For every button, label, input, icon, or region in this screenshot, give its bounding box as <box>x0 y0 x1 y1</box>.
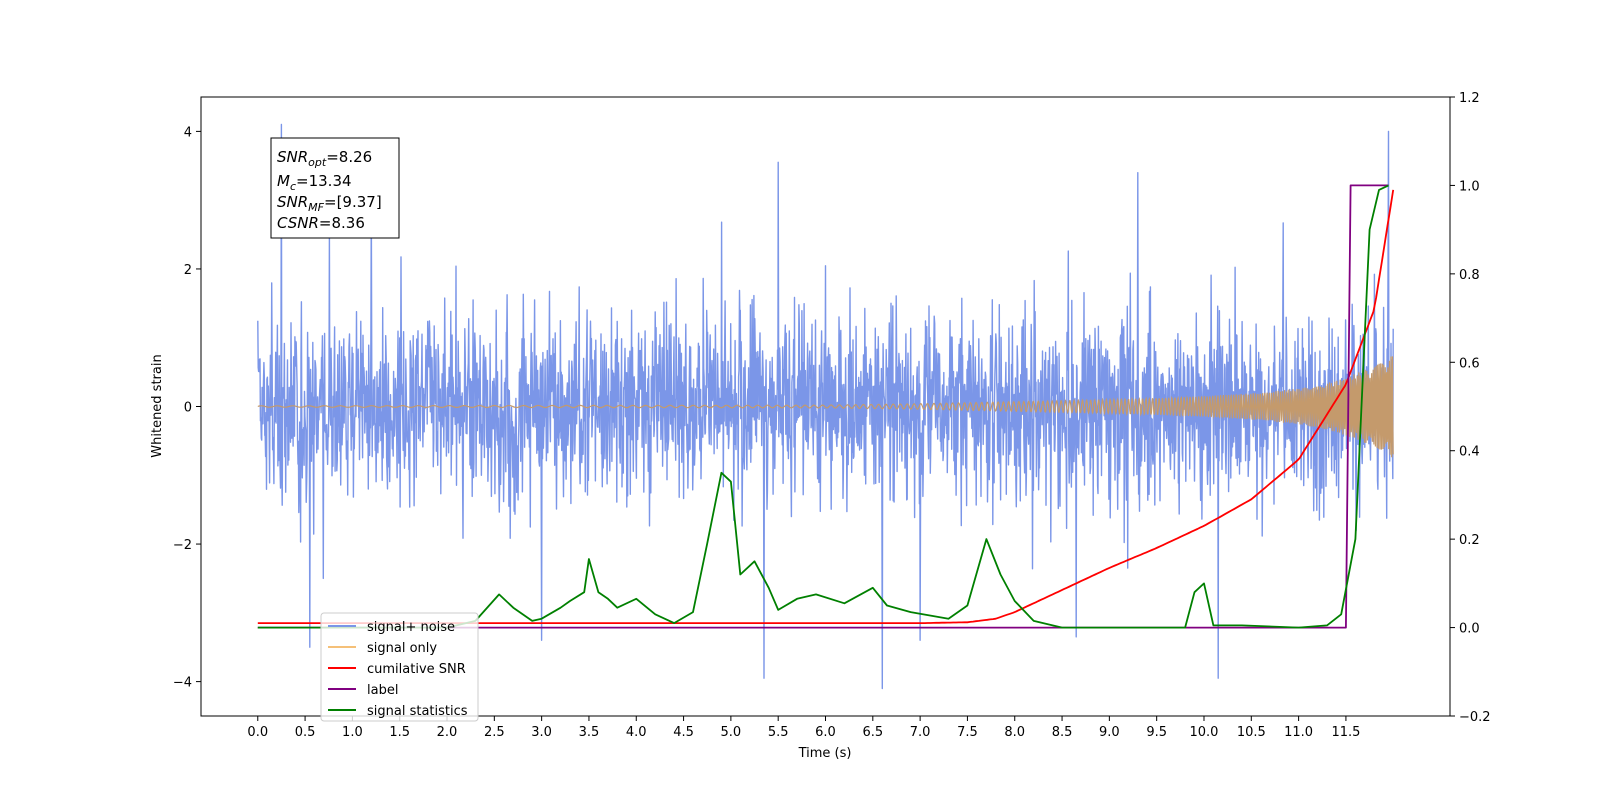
y-tick-label: −4 <box>173 676 192 691</box>
x-tick-label: 9.5 <box>1146 725 1167 740</box>
x-tick-label: 5.5 <box>768 725 789 740</box>
y-axis-label: Whitened strain <box>150 354 165 457</box>
y-tick-label: 2 <box>184 263 192 278</box>
x-tick-label: 6.5 <box>862 725 883 740</box>
x-tick-label: 7.0 <box>910 725 931 740</box>
x-tick-label: 11.5 <box>1331 725 1360 740</box>
y2-tick-label: 1.2 <box>1459 91 1480 106</box>
legend-label: signal+ noise <box>367 620 455 635</box>
y-tick-label: −2 <box>173 538 192 553</box>
legend-label: cumilative SNR <box>367 662 466 677</box>
y2-tick-label: 1.0 <box>1459 179 1480 194</box>
x-tick-label: 3.0 <box>531 725 552 740</box>
x-tick-label: 0.5 <box>295 725 316 740</box>
plot-area <box>257 123 1395 690</box>
info-csnr: CSNR=8.36 <box>277 214 365 232</box>
x-axis: 0.0 0.5 1.0 1.5 2.0 2.5 3.0 3.5 4.0 4.5 5.0 5.5 6.0 6… <box>247 716 1360 740</box>
x-tick-label: 5.0 <box>721 725 742 740</box>
y2-tick-label: 0.2 <box>1459 533 1480 548</box>
x-tick-label: 8.0 <box>1004 725 1025 740</box>
legend: signal+ noise signal only cumilative SNR la… <box>320 612 479 722</box>
x-tick-label: 0.0 <box>247 725 268 740</box>
x-tick-label: 10.0 <box>1190 725 1219 740</box>
x-tick-label: 2.0 <box>437 725 458 740</box>
y2-tick-label: −0.2 <box>1459 710 1491 725</box>
x-tick-label: 10.5 <box>1237 725 1266 740</box>
y2-tick-label: 0.0 <box>1459 622 1480 637</box>
y2-tick-label: 0.8 <box>1459 268 1480 283</box>
x-tick-label: 3.5 <box>579 725 600 740</box>
legend-label: signal only <box>367 641 437 656</box>
x-tick-label: 2.5 <box>484 725 505 740</box>
info-box: SNRopt=8.26 Mc=13.34 SNRMF=[9.37] CSNR=8… <box>270 137 400 239</box>
y-axis-left: 4 2 0 −2 −4 <box>173 125 201 691</box>
x-tick-label: 11.0 <box>1284 725 1313 740</box>
x-tick-label: 4.0 <box>626 725 647 740</box>
x-tick-label: 4.5 <box>673 725 694 740</box>
info-snr-mf: SNRMF=[9.37] <box>277 193 382 214</box>
x-tick-label: 8.5 <box>1052 725 1073 740</box>
info-box-frame <box>270 137 400 239</box>
series-signal-only <box>257 356 1394 458</box>
info-snr-opt: SNRopt=8.26 <box>277 148 372 169</box>
y-tick-label: 0 <box>184 401 192 416</box>
x-tick-label: 6.0 <box>815 725 836 740</box>
y-axis-right: 1.2 1.0 0.8 0.6 0.4 0.2 0.0 −0.2 <box>1450 91 1491 725</box>
y2-tick-label: 0.6 <box>1459 356 1480 371</box>
series-signal-statistics <box>257 184 1389 629</box>
legend-label: signal statistics <box>367 704 468 719</box>
x-tick-label: 1.0 <box>342 725 363 740</box>
x-tick-label: 1.5 <box>389 725 410 740</box>
x-tick-label: 9.0 <box>1099 725 1120 740</box>
x-axis-label: Time (s) <box>798 746 852 761</box>
series-label <box>257 184 1389 629</box>
y-tick-label: 4 <box>184 125 192 140</box>
series-signal-noise <box>257 123 1394 690</box>
x-tick-label: 7.5 <box>957 725 978 740</box>
y2-tick-label: 0.4 <box>1459 445 1480 460</box>
legend-label: label <box>367 683 398 698</box>
info-mc: Mc=13.34 <box>277 172 352 193</box>
legend-frame <box>320 612 479 722</box>
